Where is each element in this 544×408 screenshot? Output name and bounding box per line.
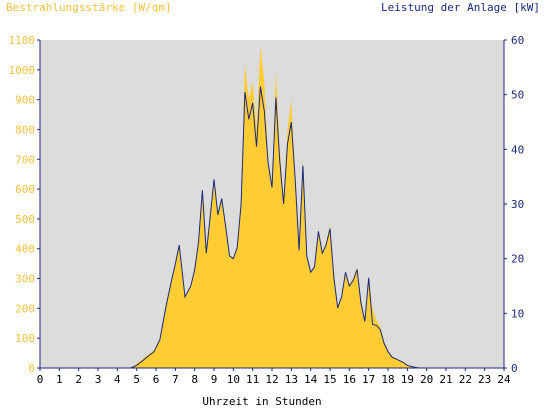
y-right-tick-label: 0	[511, 362, 518, 375]
x-tick-label: 19	[401, 373, 414, 386]
left-axis-title: Bestrahlungsstärke [W/qm]	[6, 1, 172, 14]
x-tick-label: 21	[439, 373, 452, 386]
irradiance-area	[40, 46, 504, 368]
x-tick-label: 15	[323, 373, 336, 386]
power-line	[40, 86, 504, 369]
x-tick-label: 8	[191, 373, 198, 386]
y-right-tick-label: 60	[511, 34, 524, 47]
right-axis-title: Leistung der Anlage [kW]	[381, 1, 540, 14]
x-tick-label: 13	[285, 373, 298, 386]
x-tick-label: 14	[304, 373, 318, 386]
x-tick-label: 3	[95, 373, 102, 386]
chart-marks	[40, 46, 504, 369]
chart-axes: 0100200300400500600700800900100011000102…	[9, 34, 525, 386]
y-left-tick-label: 900	[15, 94, 35, 107]
y-left-tick-label: 0	[28, 362, 35, 375]
x-tick-label: 2	[75, 373, 82, 386]
x-tick-label: 5	[133, 373, 140, 386]
y-left-tick-label: 100	[15, 332, 35, 345]
x-tick-label: 20	[420, 373, 433, 386]
y-left-tick-label: 600	[15, 183, 35, 196]
y-left-tick-label: 800	[15, 123, 35, 136]
y-right-tick-label: 40	[511, 143, 524, 156]
y-left-tick-label: 700	[15, 153, 35, 166]
x-tick-label: 4	[114, 373, 121, 386]
x-tick-label: 18	[381, 373, 394, 386]
y-right-tick-label: 20	[511, 253, 524, 266]
y-left-tick-label: 200	[15, 302, 35, 315]
x-tick-label: 22	[459, 373, 472, 386]
y-left-tick-label: 1100	[9, 34, 36, 47]
x-tick-label: 0	[37, 373, 44, 386]
x-tick-label: 11	[246, 373, 259, 386]
x-tick-label: 16	[343, 373, 356, 386]
x-tick-label: 24	[497, 373, 511, 386]
x-tick-label: 7	[172, 373, 179, 386]
y-right-tick-label: 50	[511, 89, 524, 102]
y-left-tick-label: 400	[15, 243, 35, 256]
x-tick-label: 1	[56, 373, 63, 386]
x-tick-label: 10	[227, 373, 240, 386]
y-right-tick-label: 10	[511, 307, 524, 320]
x-tick-label: 6	[153, 373, 160, 386]
y-left-tick-label: 500	[15, 213, 35, 226]
y-left-tick-label: 300	[15, 273, 35, 286]
x-axis-label: Uhrzeit in Stunden	[202, 395, 321, 408]
x-tick-label: 17	[362, 373, 375, 386]
y-left-tick-label: 1000	[9, 64, 36, 77]
x-tick-label: 9	[211, 373, 218, 386]
y-right-tick-label: 30	[511, 198, 524, 211]
x-tick-label: 12	[265, 373, 278, 386]
x-tick-label: 23	[478, 373, 491, 386]
